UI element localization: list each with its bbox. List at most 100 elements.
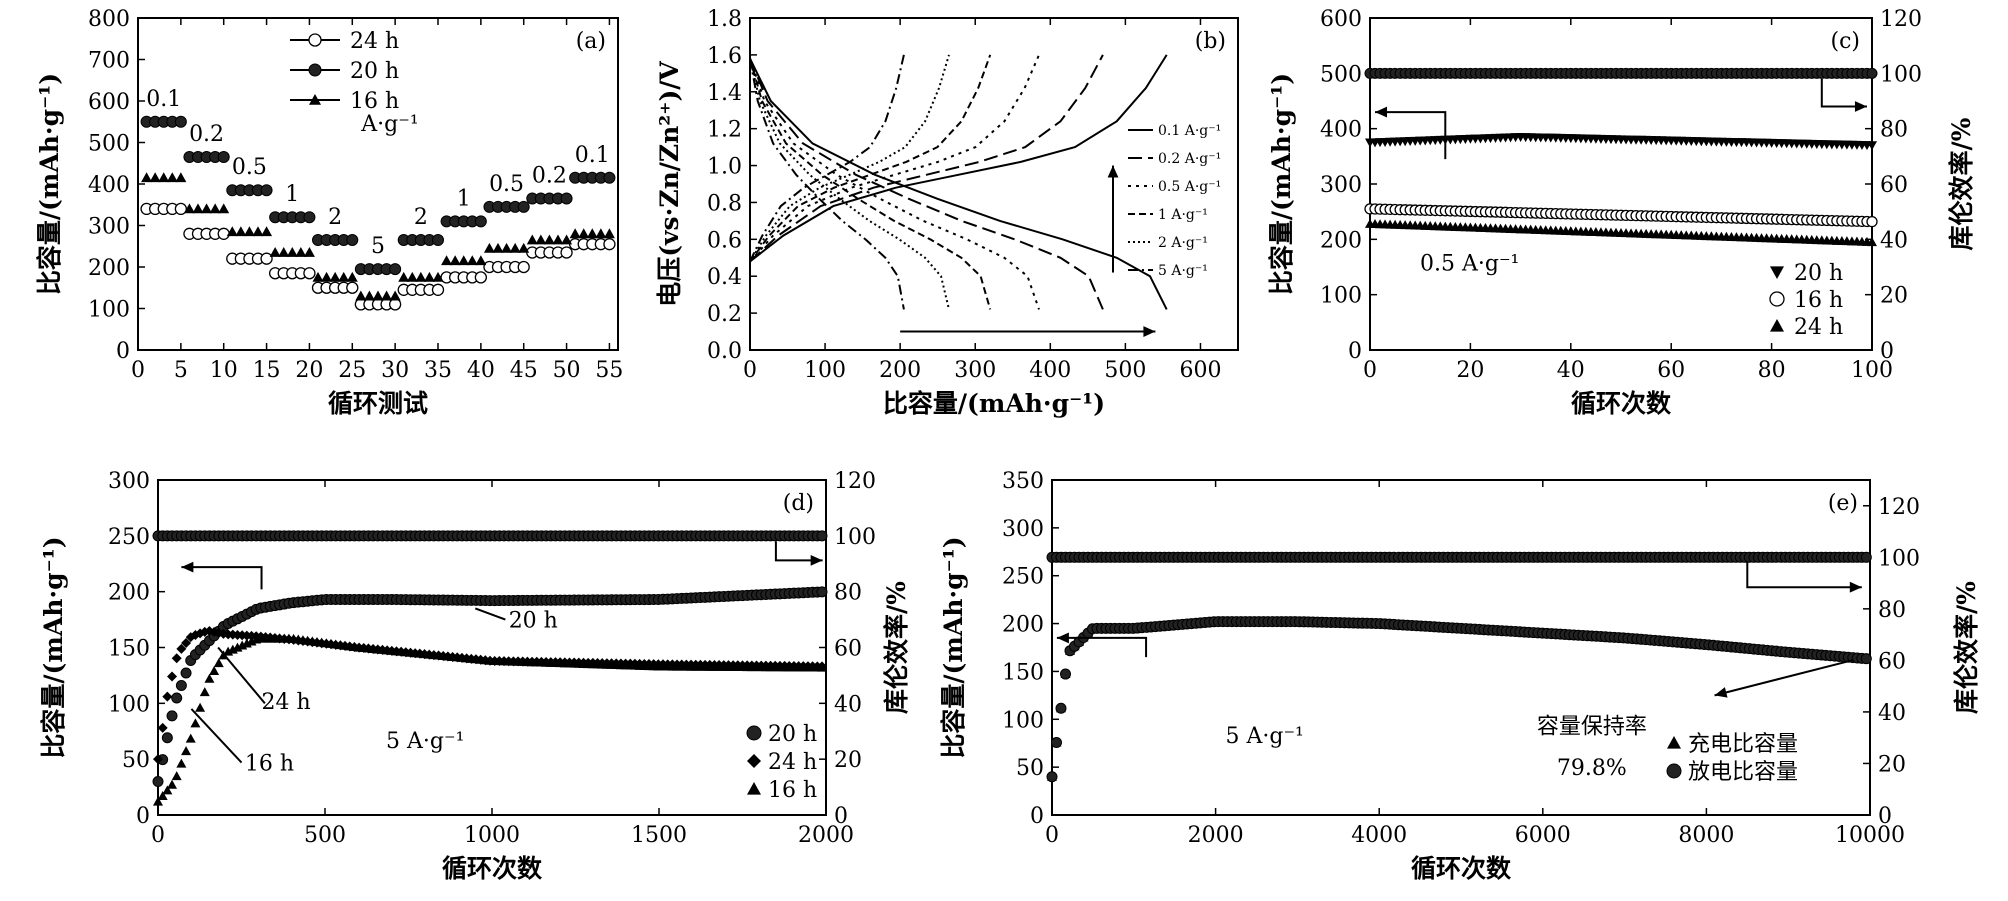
rate-label: 1 [285, 182, 299, 207]
left-axis-arrow-head [1056, 632, 1069, 644]
charge-curve [749, 54, 950, 263]
y-tick-label: 0 [1348, 339, 1362, 364]
legend-label: 1 A·g⁻¹ [1158, 207, 1208, 223]
curve-pointer [217, 646, 266, 704]
point-24h [603, 238, 616, 251]
legend-label: 20 h [768, 722, 817, 747]
y2-tick-label: 120 [1880, 7, 1922, 32]
x-tick-label: 80 [1758, 358, 1786, 383]
point-16h [441, 255, 453, 266]
x-tick-label: 1500 [631, 823, 687, 848]
y-tick-label: 500 [1320, 62, 1362, 87]
point-16h [398, 271, 410, 282]
legend-marker [1667, 736, 1681, 749]
point-16h [432, 271, 444, 282]
data-point [816, 662, 827, 672]
y2-tick-label: 0 [834, 804, 848, 829]
point-24h [431, 283, 445, 296]
x-tick-label: 20 [295, 358, 323, 383]
y-tick-label: 1.8 [707, 7, 742, 32]
y2-tick-label: 40 [834, 692, 862, 717]
data-point [1059, 668, 1071, 680]
point-16h [372, 290, 384, 301]
y-tick-label: 0.2 [707, 302, 742, 327]
y2-tick-label: 120 [834, 469, 876, 494]
data-point [209, 665, 220, 675]
y-tick-label: 800 [88, 7, 130, 32]
y-tick-label: 350 [1002, 469, 1044, 494]
point-20h [303, 211, 316, 224]
x-tick-label: 600 [1179, 358, 1221, 383]
y2-axis-label: 库伦效率/% [882, 581, 911, 714]
right-axis-arrow-head [1849, 581, 1862, 593]
point-16h [166, 172, 178, 183]
legend-label: 放电比容量 [1688, 760, 1798, 785]
discharge-curve [749, 58, 992, 310]
left-axis-arrow [1056, 636, 1148, 658]
y-tick-label: 1.2 [707, 118, 742, 143]
rate-label: 1 [457, 186, 471, 211]
rate-label: 5 [371, 234, 385, 259]
y2-tick-label: 0 [1880, 339, 1894, 364]
left-axis-arrow-head [1375, 106, 1388, 118]
data-point [190, 718, 201, 728]
point-20h [260, 184, 273, 197]
data-point [167, 779, 178, 789]
x-tick-label: 500 [304, 823, 346, 848]
retention-value: 79.8% [1557, 756, 1627, 781]
left-axis-arrow [181, 566, 263, 590]
x-tick-label: 25 [338, 358, 366, 383]
data-point [175, 679, 187, 691]
legend-label: 20 h [350, 59, 399, 84]
legend-marker [309, 94, 321, 105]
point-16h [346, 271, 358, 282]
y-tick-label: 1.6 [707, 44, 742, 69]
point-16h [483, 242, 495, 253]
x-tick-label: 100 [1851, 358, 1893, 383]
y-tick-label: 600 [1320, 7, 1362, 32]
y-axis-label: 比容量/(mAh·g⁻¹) [39, 536, 68, 758]
point-16h [586, 228, 598, 239]
y2-tick-label: 100 [834, 525, 876, 550]
point-16h [235, 226, 247, 237]
y-tick-label: 250 [1002, 565, 1044, 590]
curve-label: 20 h [509, 608, 558, 633]
legend-label: 充电比容量 [1688, 732, 1798, 757]
point-16h [261, 226, 273, 237]
y2-axis-label: 库伦效率/% [1947, 117, 1976, 250]
y-tick-label: 0.6 [707, 228, 742, 253]
x-tick-label: 10000 [1835, 823, 1905, 848]
x-tick-label: 60 [1657, 358, 1685, 383]
data-point [1050, 736, 1062, 748]
y-axis-label: 比容量/(mAh·g⁻¹) [1267, 73, 1296, 295]
x-tick-label: 55 [595, 358, 623, 383]
data-point [176, 643, 187, 654]
point-16h [595, 228, 607, 239]
point-20h [432, 234, 444, 247]
y2-tick-label: 20 [1878, 752, 1906, 777]
legend-marker [308, 63, 322, 77]
y-tick-label: 300 [1320, 173, 1362, 198]
x-tick-label: 40 [1557, 358, 1585, 383]
point-16h [303, 246, 315, 257]
x-tick-label: 2000 [798, 823, 854, 848]
point-16h [355, 290, 367, 301]
y-tick-label: 50 [1016, 756, 1044, 781]
point-16h [415, 271, 427, 282]
legend-marker [747, 782, 761, 795]
point-16h [141, 172, 153, 183]
right-axis-arrow [1820, 78, 1867, 108]
x-tick-label: 5 [174, 358, 188, 383]
y-tick-label: 600 [88, 90, 130, 115]
x-tick-label: 500 [1104, 358, 1146, 383]
point-16h [501, 242, 513, 253]
panel-label: (c) [1831, 29, 1861, 54]
rate-label: 0.5 [232, 155, 267, 180]
point-16h [218, 203, 230, 214]
x-tick-label: 40 [467, 358, 495, 383]
y-tick-label: 300 [88, 215, 130, 240]
point-16h [269, 246, 281, 257]
rate-label: 2 [328, 205, 342, 230]
charge-curve [749, 54, 1040, 263]
point-16h [458, 255, 470, 266]
